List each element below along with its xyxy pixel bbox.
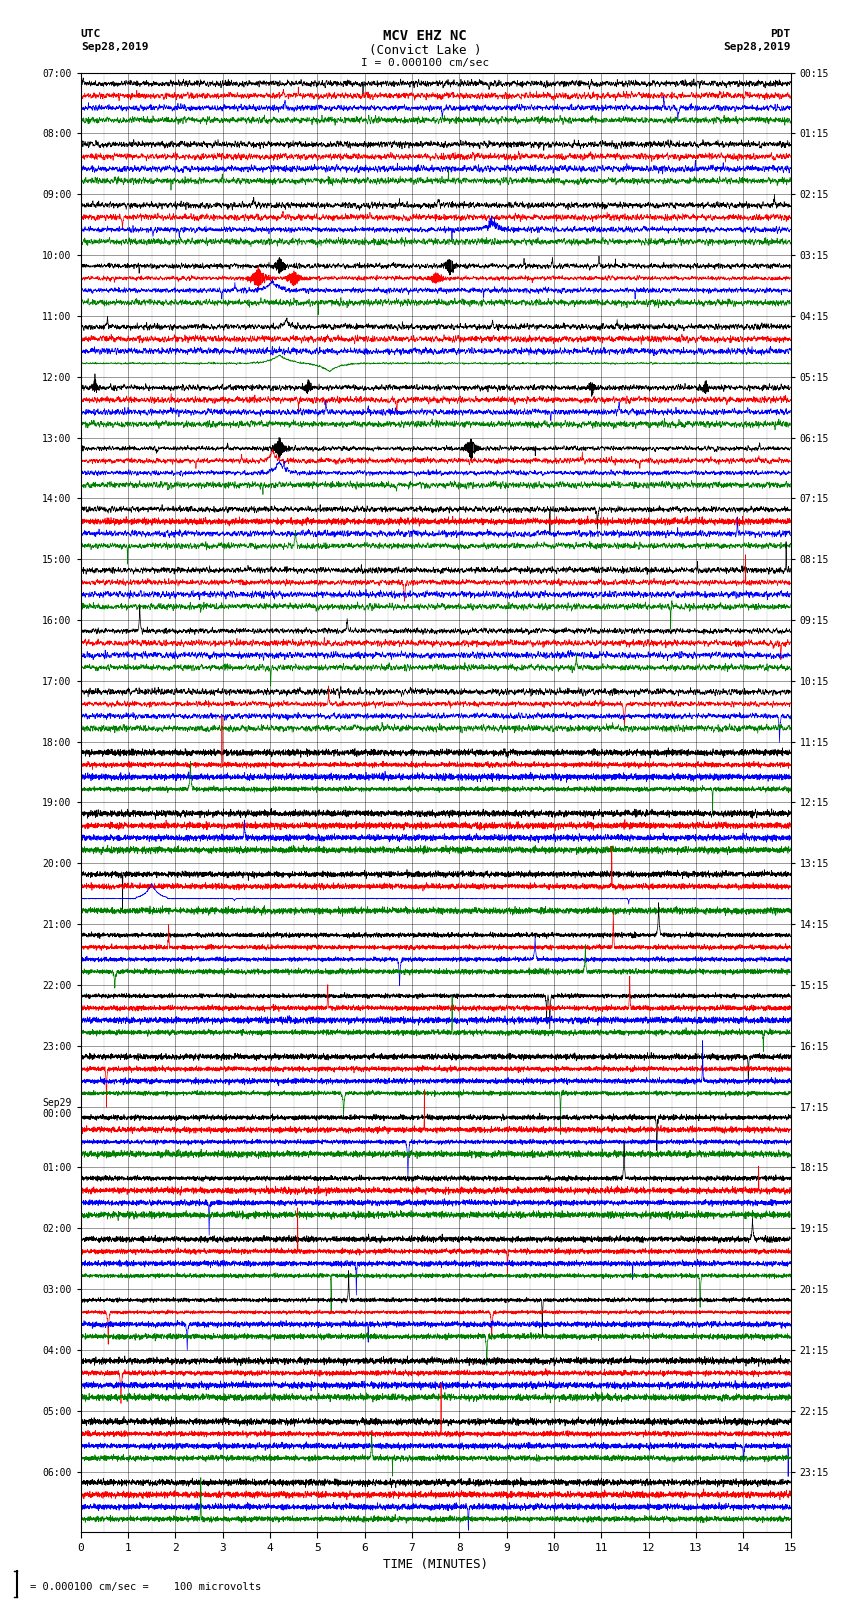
Text: = 0.000100 cm/sec =    100 microvolts: = 0.000100 cm/sec = 100 microvolts	[30, 1582, 261, 1592]
Text: Sep28,2019: Sep28,2019	[81, 42, 148, 52]
Text: Sep28,2019: Sep28,2019	[723, 42, 791, 52]
Text: (Convict Lake ): (Convict Lake )	[369, 44, 481, 56]
X-axis label: TIME (MINUTES): TIME (MINUTES)	[383, 1558, 488, 1571]
Text: MCV EHZ NC: MCV EHZ NC	[383, 29, 467, 44]
Text: UTC: UTC	[81, 29, 101, 39]
Text: PDT: PDT	[770, 29, 790, 39]
Text: I = 0.000100 cm/sec: I = 0.000100 cm/sec	[361, 58, 489, 68]
